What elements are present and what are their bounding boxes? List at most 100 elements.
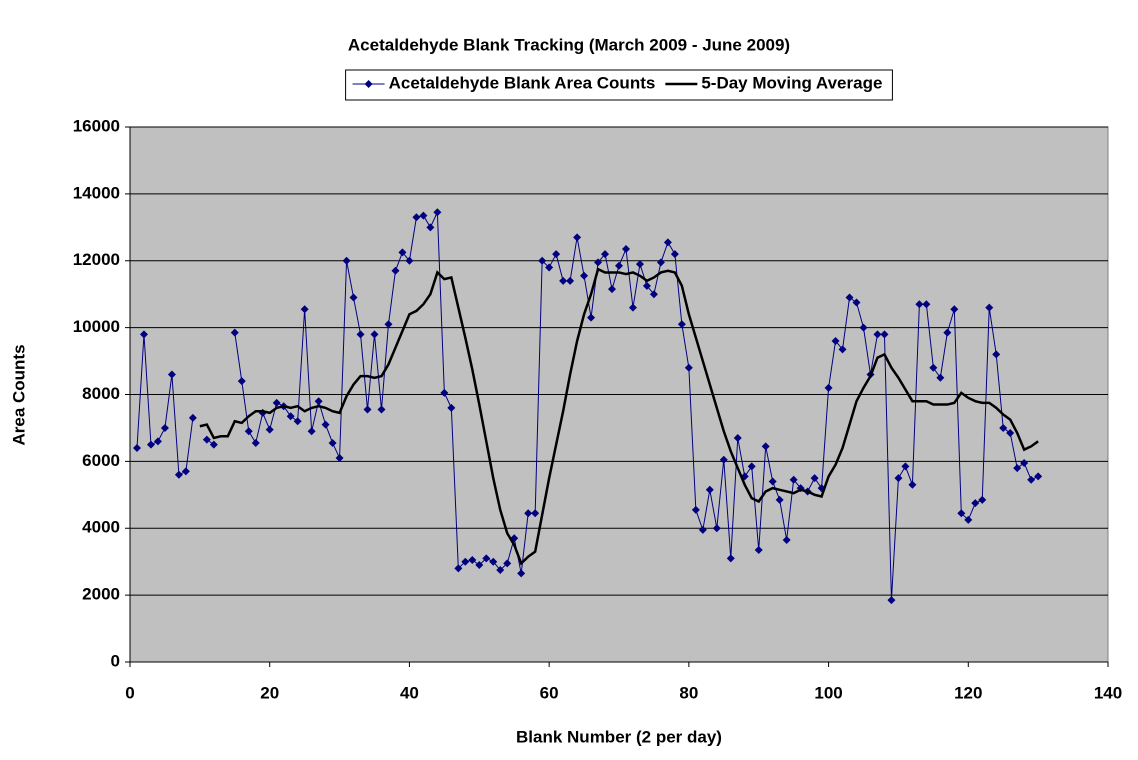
data-point [936,373,945,382]
y-tick-label: 4000 [82,518,120,537]
data-point [377,405,386,414]
data-point [545,263,554,272]
data-point [167,370,176,379]
data-point [915,300,924,309]
data-point [370,330,379,339]
x-tick-label: 20 [260,683,279,702]
data-point [922,300,931,309]
data-point [335,454,344,463]
data-point [496,566,505,575]
data-point [433,208,442,217]
data-point [202,435,211,444]
data-point [132,444,141,452]
data-point [943,328,952,337]
data-point [985,303,994,312]
legend-box [345,69,893,101]
data-point [517,569,526,578]
data-point [754,545,763,554]
data-point [964,515,973,524]
data-point [978,495,987,504]
data-point [608,285,617,294]
data-point [824,383,833,392]
data-point [146,440,155,449]
data-point [831,337,840,345]
data-point [775,495,784,504]
chart-title: Acetaldehyde Blank Tracking (March 2009 … [348,35,790,54]
data-point [384,320,393,329]
data-point [139,330,148,339]
x-tick-label: 100 [814,683,842,702]
data-point [566,276,575,285]
data-point [272,398,281,407]
data-point [419,211,428,220]
data-point [691,505,700,514]
data-point [615,261,623,270]
data-point [719,455,728,464]
data-point [293,417,302,426]
data-point [656,258,665,267]
data-point [328,438,337,447]
data-point [971,499,980,508]
data-point [712,524,721,533]
data-point [153,437,162,446]
data-point [314,397,323,406]
y-tick-label: 16000 [73,116,120,135]
data-point [628,303,637,312]
data-point [1027,475,1036,484]
data-point [552,250,561,259]
data-point [587,313,596,322]
data-point [642,281,651,290]
data-point [573,233,582,242]
data-point [265,425,274,434]
data-point [621,245,630,254]
data-point [363,405,372,414]
y-tick-label: 14000 [73,183,120,202]
data-point [538,256,547,265]
y-tick-label: 0 [111,651,120,670]
data-point [677,320,686,329]
x-tick-label: 0 [125,683,134,702]
data-point [482,554,491,563]
data-point [873,330,882,339]
y-tick-label: 6000 [82,451,120,470]
y-tick-label: 2000 [82,585,120,604]
data-point [908,480,917,489]
data-point [531,509,540,518]
data-point [356,330,365,339]
data-point [894,474,903,483]
data-point [321,420,330,429]
data-point [440,388,449,397]
data-point [181,467,190,476]
data-point [670,250,679,259]
data-point [845,293,854,302]
data-point [405,256,414,265]
data-point [503,559,512,568]
data-point [649,290,658,299]
data-point [174,470,183,479]
data-point [1006,428,1015,437]
data-point [761,442,770,451]
data-point [286,412,295,421]
data-point [426,223,435,232]
data-point [468,556,477,565]
data-point [663,238,672,247]
data-point [957,509,966,518]
x-tick-label: 120 [954,683,982,702]
data-point [705,485,714,494]
x-tick-label: 80 [679,683,698,702]
data-point [559,276,568,285]
data-point [475,561,484,570]
data-point [950,305,959,314]
data-point [160,423,169,432]
legend-label: Acetaldehyde Blank Area Counts [389,73,656,92]
y-axis-label: Area Counts [9,344,28,445]
y-tick-label: 10000 [73,317,120,336]
legend: Acetaldehyde Blank Area Counts 5-Day Movi… [345,69,893,101]
data-point [489,557,498,566]
data-point [880,330,889,339]
data-point [447,403,456,412]
data-point [635,260,644,269]
x-tick-label: 140 [1094,683,1122,702]
data-point [838,345,847,354]
data-point [454,564,463,573]
